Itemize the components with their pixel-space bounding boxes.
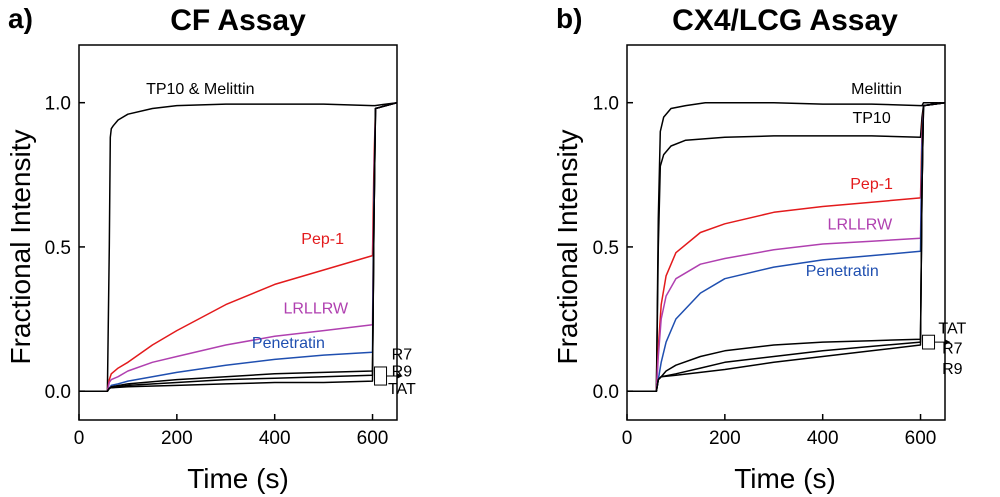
- series-line-tp10-melittin-a: [79, 101, 398, 392]
- series-line-r7-a: [79, 101, 398, 392]
- plot-frame-b: [626, 44, 946, 421]
- series-label-penetratin-b: Penetratin: [806, 263, 879, 280]
- series-label-tp10-melittin-a: TP10 & Melittin: [146, 81, 254, 98]
- x-tick-label-a: 0: [74, 428, 85, 449]
- series-label-lrllrw-b: LRLLRW: [828, 217, 894, 234]
- y-tick-label-a: 0.5: [45, 238, 71, 259]
- series-line-lrllrw-a: [79, 101, 398, 392]
- panel-letter-b: b): [556, 3, 582, 34]
- series-line-tp10-b: [627, 101, 946, 392]
- x-tick-label-b: 200: [709, 428, 741, 449]
- y-tick-label-b: 1.0: [593, 94, 619, 115]
- series-label-pep-1-b: Pep-1: [850, 176, 893, 193]
- series-line-r9-b: [627, 101, 946, 392]
- chart-title-a: CF Assay: [170, 4, 306, 37]
- series-label-melittin-b: Melittin: [851, 81, 902, 98]
- y-axis-label-a: Fractional Intensity: [5, 130, 36, 365]
- group-arrow-head-b: [944, 339, 951, 346]
- panel-b: b) CX4/LCG Assay Time (s) Fractional Int…: [552, 3, 966, 494]
- x-axis-label-b: Time (s): [734, 463, 836, 494]
- series-label-r7-b: R7: [942, 341, 963, 358]
- series-line-tat-a: [79, 101, 398, 392]
- x-tick-label-b: 400: [807, 428, 839, 449]
- series-label-penetratin-a: Penetratin: [252, 335, 325, 352]
- y-tick-label-b: 0.0: [593, 382, 619, 403]
- x-tick-label-a: 200: [161, 428, 193, 449]
- group-bracket-b: [922, 334, 936, 350]
- x-axis-label-a: Time (s): [187, 463, 289, 494]
- series-line-penetratin-a: [79, 101, 398, 392]
- series-label-tat-b: TAT: [938, 320, 966, 337]
- x-tick-label-b: 0: [622, 428, 633, 449]
- y-tick-label-a: 0.0: [45, 382, 71, 403]
- group-bracket-a: [374, 366, 388, 386]
- series-label-r9-a: R9: [392, 364, 413, 381]
- group-arrow-head-a: [396, 373, 403, 380]
- series-label-r9-b: R9: [942, 361, 963, 378]
- y-tick-label-b: 0.5: [593, 238, 619, 259]
- series-label-pep-1-a: Pep-1: [301, 231, 344, 248]
- y-tick-label-a: 1.0: [45, 94, 71, 115]
- chart-title-b: CX4/LCG Assay: [672, 4, 898, 37]
- panel-a: a) CF Assay Time (s) Fractional Intensit…: [5, 3, 416, 494]
- series-line-pep-1-a: [79, 101, 398, 392]
- plot-frame-a: [78, 44, 398, 421]
- series-label-r7-a: R7: [392, 346, 413, 363]
- panel-letter-a: a): [8, 3, 33, 34]
- series-label-tp10-b: TP10: [852, 110, 890, 127]
- series-label-lrllrw-a: LRLLRW: [283, 300, 349, 317]
- series-line-melittin-b: [627, 101, 945, 392]
- x-tick-label-a: 400: [259, 428, 291, 449]
- series-label-tat-a: TAT: [388, 381, 416, 398]
- x-tick-label-b: 600: [905, 428, 937, 449]
- series-line-r9-a: [79, 101, 398, 392]
- x-tick-label-a: 600: [357, 428, 389, 449]
- y-axis-label-b: Fractional Intensity: [552, 130, 583, 365]
